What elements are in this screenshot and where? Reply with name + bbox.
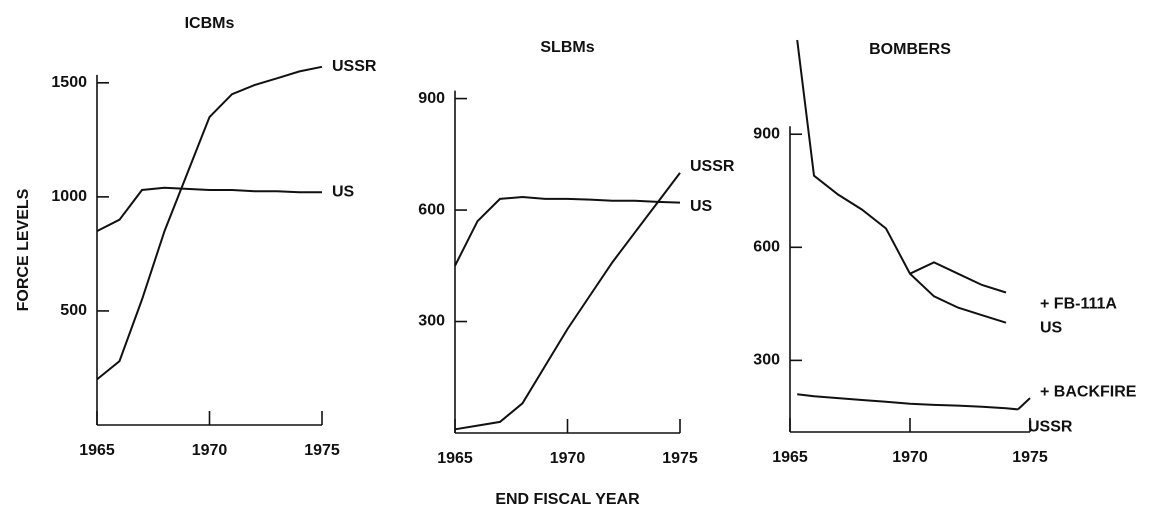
y-tick-label: 900 bbox=[418, 90, 445, 107]
chart-title: SLBMs bbox=[540, 39, 594, 56]
series-label: USSR bbox=[332, 58, 377, 75]
series-line bbox=[454, 172, 681, 431]
series-label: + FB-111A bbox=[1040, 295, 1117, 312]
x-tick-label: 1965 bbox=[437, 450, 473, 467]
series-label: US bbox=[1040, 320, 1063, 337]
y-tick-label: 600 bbox=[418, 201, 445, 218]
series-label: US bbox=[690, 198, 713, 215]
series-line bbox=[454, 195, 681, 267]
y-tick-label: 1000 bbox=[51, 188, 87, 205]
y-tick-label: 1500 bbox=[51, 74, 87, 91]
x-tick-label: 1970 bbox=[550, 450, 586, 467]
y-tick-label: 500 bbox=[60, 302, 87, 319]
y-axis-label: FORCE LEVELS bbox=[15, 188, 32, 311]
series-line bbox=[797, 40, 1030, 328]
x-tick-label: 1970 bbox=[892, 449, 928, 466]
series-label: US bbox=[332, 184, 355, 201]
chart-title: BOMBERS bbox=[869, 41, 951, 58]
y-tick-label: 300 bbox=[753, 352, 780, 369]
x-tick-label: 1975 bbox=[662, 450, 698, 467]
y-tick-label: 600 bbox=[753, 239, 780, 256]
x-tick-label: 1975 bbox=[304, 442, 340, 459]
series-line bbox=[1017, 397, 1031, 411]
x-tick-label: 1965 bbox=[772, 449, 808, 466]
series-line bbox=[910, 262, 1030, 300]
x-axis-label: END FISCAL YEAR bbox=[495, 491, 640, 508]
x-tick-label: 1975 bbox=[1012, 449, 1048, 466]
series-label: USSR bbox=[690, 158, 735, 175]
series-line bbox=[96, 65, 323, 381]
chart-title: ICBMs bbox=[185, 15, 235, 32]
y-tick-label: 300 bbox=[418, 313, 445, 330]
x-tick-label: 1965 bbox=[79, 442, 115, 459]
series-line bbox=[96, 186, 322, 232]
series-label: + BACKFIRE bbox=[1040, 383, 1137, 400]
series-line bbox=[797, 393, 1019, 411]
x-tick-label: 1970 bbox=[192, 442, 228, 459]
y-tick-label: 900 bbox=[753, 125, 780, 142]
series-label: USSR bbox=[1028, 419, 1073, 436]
